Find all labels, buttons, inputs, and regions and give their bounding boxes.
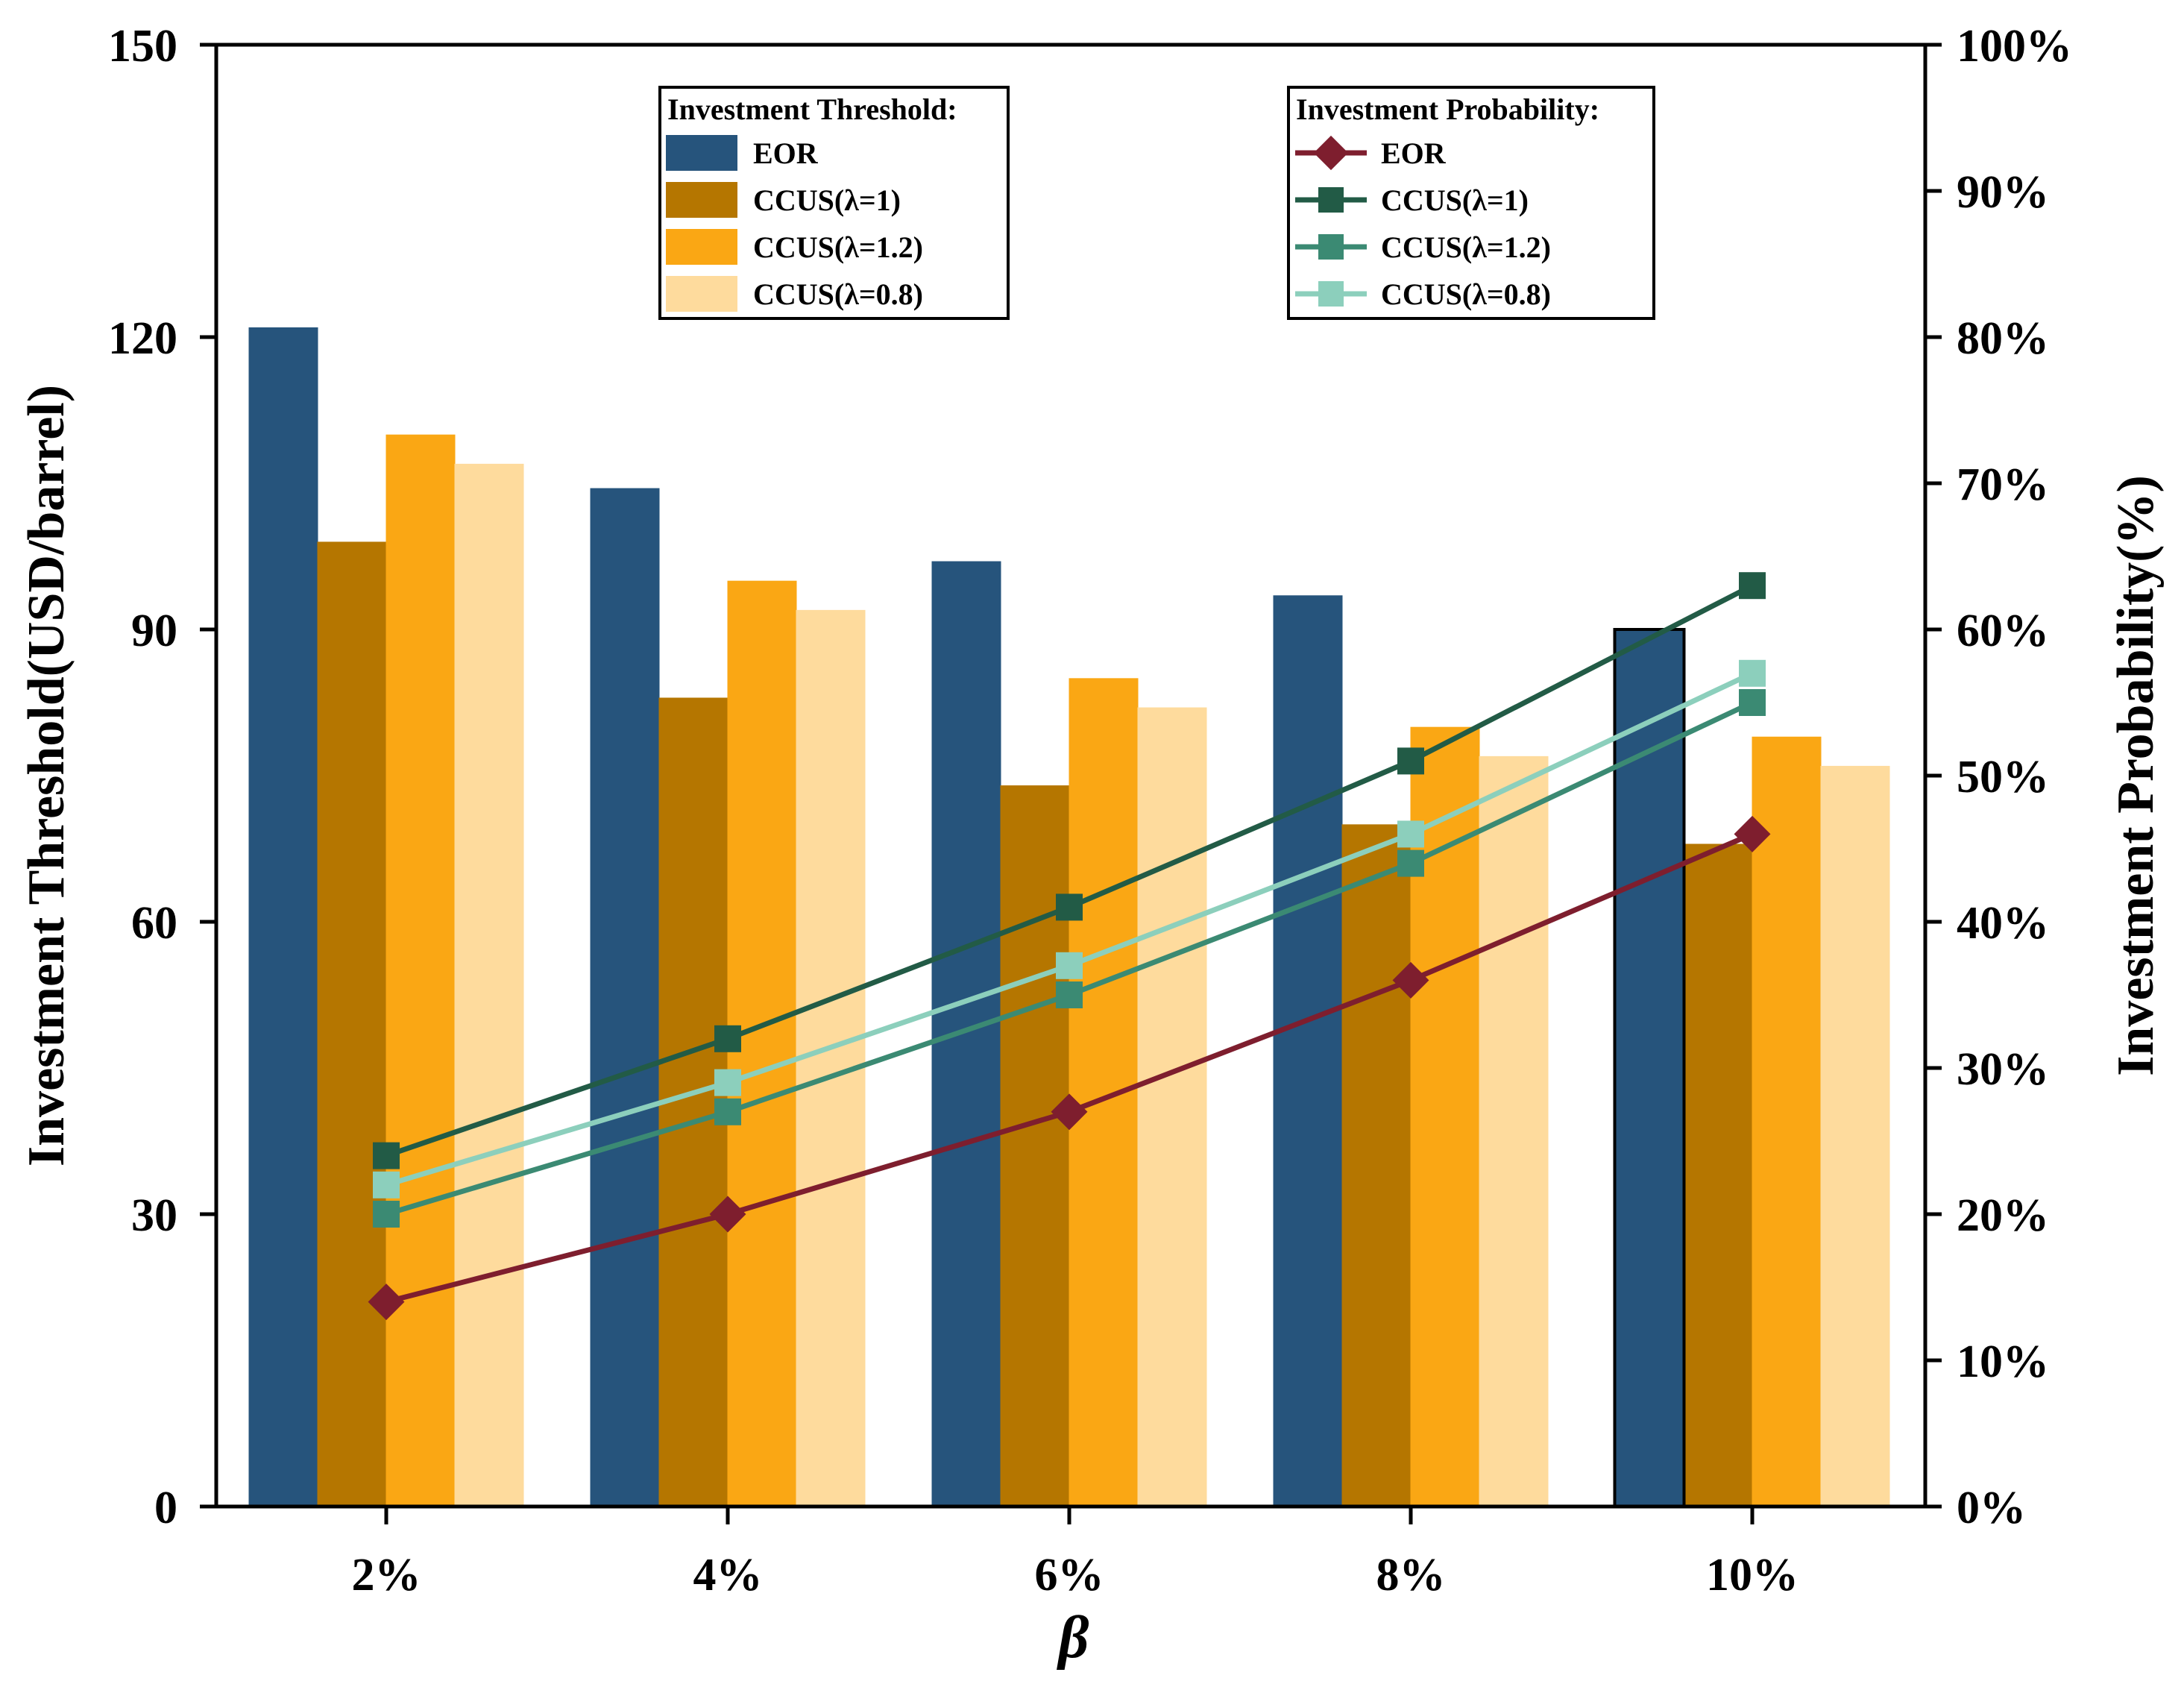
legend-swatch	[666, 229, 737, 265]
bars-layer	[248, 327, 1890, 1508]
bar	[1820, 765, 1890, 1507]
legend-swatch	[666, 135, 737, 171]
legend-bars-entries: EOR CCUS(λ=1) CCUS(λ=1.2) CCUS(λ=0.8)	[666, 135, 923, 312]
bar	[796, 609, 866, 1507]
y-left-tick-label: 60	[131, 898, 177, 949]
line-point	[1739, 659, 1766, 687]
legend-bars-title: Investment Threshold:	[667, 92, 957, 126]
line-point	[1056, 893, 1083, 921]
bar	[1614, 629, 1684, 1507]
line-point	[1313, 135, 1349, 171]
bar	[385, 434, 456, 1507]
y-left-tick-label: 120	[108, 313, 177, 364]
y-right-tick-label: 80%	[1957, 313, 2049, 364]
line-point	[373, 1142, 400, 1169]
bar	[931, 561, 1001, 1507]
legend-lines: Investment Probability: EOR CCUS(λ=1) CCUS…	[1287, 86, 1655, 320]
line-point	[1318, 234, 1344, 260]
bar	[1000, 785, 1070, 1507]
legend-swatch	[666, 182, 737, 218]
bar	[248, 327, 318, 1507]
y-right-tick-label: 60%	[1957, 606, 2049, 656]
legend-label: CCUS(λ=0.8)	[1381, 277, 1551, 311]
y-right-tick-label: 90%	[1957, 167, 2049, 218]
line-point	[714, 1098, 741, 1125]
line-point	[1056, 952, 1083, 979]
x-tick-label: 10%	[1706, 1550, 1799, 1600]
bar	[590, 488, 660, 1507]
y-right-tick-label: 0%	[1957, 1483, 2026, 1533]
y-left-tick-label: 0	[154, 1483, 177, 1533]
lines-layer	[368, 572, 1771, 1321]
bar	[317, 541, 387, 1507]
x-tick-label: 2%	[352, 1550, 421, 1600]
line-point	[1051, 1093, 1088, 1131]
line-point	[368, 1284, 405, 1321]
y-right-tick-label: 100%	[1957, 21, 2072, 72]
legend-label: CCUS(λ=1)	[1381, 183, 1529, 217]
y-left-tick-label: 30	[131, 1190, 177, 1241]
legend-bars: Investment Threshold: EOR CCUS(λ=1) CCUS(λ…	[658, 86, 1010, 320]
line-point	[1397, 849, 1424, 877]
y-left-tick-label: 150	[108, 21, 177, 72]
legend-lines-title: Investment Probability:	[1296, 92, 1599, 126]
legend-lines-entries: EOR CCUS(λ=1) CCUS(λ=1.2) CCUS(λ=0.8)	[1295, 135, 1551, 311]
bar	[1341, 824, 1412, 1507]
bar	[1479, 755, 1549, 1507]
y-right-axis-label: Investment Probability(%)	[2107, 475, 2165, 1076]
x-tick-label: 4%	[693, 1550, 763, 1600]
legend-label: CCUS(λ=1.2)	[753, 230, 923, 264]
line-point	[373, 1201, 400, 1228]
bar	[1752, 736, 1822, 1507]
legend-label: CCUS(λ=0.8)	[753, 277, 923, 311]
y-right-tick-label: 20%	[1957, 1190, 2049, 1241]
bar	[1683, 844, 1753, 1507]
y-right-tick-label: 70%	[1957, 459, 2049, 510]
x-tick-label: 8%	[1376, 1550, 1446, 1600]
bar	[1137, 707, 1207, 1507]
bar	[1069, 678, 1139, 1507]
bar	[454, 463, 524, 1507]
y-left-tick-label: 90	[131, 606, 177, 656]
line-point	[1397, 747, 1424, 775]
y-left-axis-label: Investment Threshold(USD/barrel)	[18, 385, 75, 1166]
legend-swatch	[666, 276, 737, 312]
legend-label: EOR	[1381, 136, 1447, 170]
line-point	[1397, 820, 1424, 848]
legend-label: CCUS(λ=1.2)	[1381, 230, 1551, 264]
line-point	[709, 1196, 746, 1233]
axes-layer: 0 30 60 90 120 150 0% 10% 20% 30% 40% 50% 60% 70% 80% 9…	[108, 21, 2072, 1600]
line-point	[1056, 981, 1083, 1008]
line-point	[373, 1171, 400, 1199]
x-tick-label: 6%	[1035, 1550, 1104, 1600]
y-right-tick-label: 40%	[1957, 898, 2049, 949]
line-point	[1739, 572, 1766, 600]
line-point	[714, 1069, 741, 1096]
y-right-tick-label: 50%	[1957, 752, 2049, 802]
legend-label: CCUS(λ=1)	[753, 183, 901, 217]
y-right-tick-label: 10%	[1957, 1336, 2049, 1387]
line-point	[1739, 689, 1766, 716]
line-point	[1318, 187, 1344, 213]
line-point	[1392, 961, 1429, 999]
line-point	[1318, 281, 1344, 307]
legend-lines-box	[1287, 86, 1655, 320]
y-right-tick-label: 30%	[1957, 1044, 2049, 1095]
bar	[1273, 595, 1343, 1507]
line-point	[714, 1025, 741, 1052]
line-point	[1734, 815, 1771, 852]
legend-label: EOR	[753, 136, 819, 170]
x-axis-label: β	[1057, 1605, 1089, 1671]
